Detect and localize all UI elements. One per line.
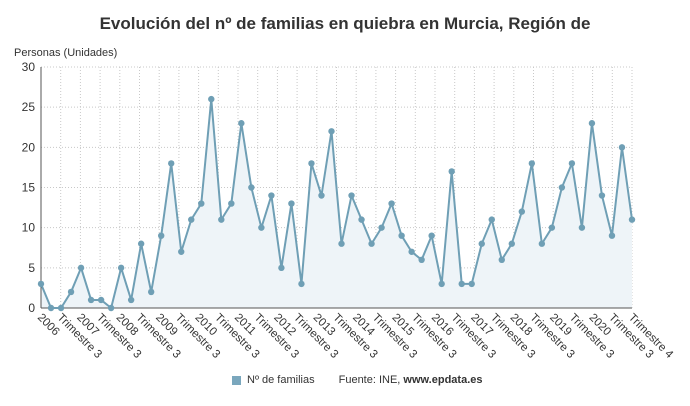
data-point: [117, 264, 125, 272]
data-point: [318, 192, 325, 199]
y-tick-label: 25: [22, 100, 36, 114]
data-point: [238, 120, 245, 127]
data-point: [498, 256, 505, 263]
data-point: [37, 280, 45, 288]
data-point: [198, 200, 205, 207]
data-point: [428, 232, 435, 239]
data-point: [338, 240, 345, 247]
data-point: [448, 168, 455, 175]
data-point: [328, 128, 335, 135]
data-point: [618, 144, 626, 151]
y-tick-labels: 0 5 10 15 20 25 30: [22, 60, 36, 315]
legend: Nº de familias Fuente: INE, www.epdata.e…: [232, 374, 482, 386]
data-point: [388, 200, 395, 207]
source-note: Fuente: INE, www.epdata.es: [339, 374, 483, 386]
y-tick-label: 20: [22, 140, 36, 154]
data-point: [588, 120, 596, 127]
data-point: [67, 288, 75, 296]
x-tick-label: 2006: [35, 312, 62, 339]
data-point: [608, 232, 616, 239]
legend-swatch: [232, 375, 241, 385]
series-polyline: [40, 98, 633, 309]
data-point: [538, 240, 546, 247]
data-point: [348, 192, 355, 199]
data-point: [298, 280, 305, 288]
data-point: [97, 296, 105, 304]
data-point: [147, 288, 155, 296]
series-area: [41, 99, 632, 308]
y-tick-label: 0: [28, 301, 35, 315]
data-point: [268, 192, 275, 199]
data-point: [47, 304, 55, 312]
data-point: [578, 224, 586, 231]
area-fill: [41, 99, 632, 308]
chart-title: Evolución del nº de familias en quiebra …: [99, 14, 591, 33]
data-points: [37, 95, 636, 312]
y-tick-label: 5: [28, 261, 35, 275]
data-point: [548, 224, 556, 231]
data-point: [208, 95, 215, 103]
data-point: [438, 280, 445, 288]
source-prefix: Fuente: INE,: [338, 374, 404, 386]
y-tick-label: 10: [22, 221, 36, 235]
legend-series-label: Nº de familias: [247, 374, 315, 386]
data-point: [308, 160, 315, 167]
data-point: [57, 304, 65, 312]
data-point: [468, 280, 475, 288]
series-line: [40, 98, 633, 309]
data-point: [478, 240, 485, 247]
data-point: [278, 264, 285, 272]
data-point: [107, 304, 115, 312]
data-point: [168, 160, 175, 167]
data-point: [87, 296, 95, 304]
data-point: [508, 240, 515, 247]
data-point: [528, 160, 536, 167]
data-point: [518, 208, 526, 215]
data-point: [288, 200, 295, 207]
data-point: [228, 200, 235, 207]
data-point: [218, 216, 225, 223]
data-point: [398, 232, 405, 239]
y-axis-label: Personas (Unidades): [14, 47, 118, 59]
data-point: [258, 224, 265, 231]
data-point: [137, 240, 145, 247]
source-site: www.epdata.es: [403, 374, 483, 386]
data-point: [458, 280, 465, 288]
y-tick-label: 15: [22, 181, 36, 195]
data-point: [408, 248, 415, 255]
data-point: [488, 216, 495, 223]
data-point: [127, 296, 135, 304]
data-point: [598, 192, 606, 199]
data-point: [378, 224, 385, 231]
data-point: [358, 216, 365, 223]
data-point: [628, 216, 636, 223]
y-tick-label: 30: [22, 60, 36, 74]
data-point: [418, 256, 425, 263]
data-point: [158, 232, 165, 239]
data-point: [558, 184, 566, 191]
axes: [40, 67, 632, 309]
data-point: [368, 240, 375, 247]
data-point: [77, 264, 85, 272]
data-point: [248, 184, 255, 191]
data-point: [568, 160, 576, 167]
data-point: [178, 248, 185, 255]
data-point: [188, 216, 195, 223]
